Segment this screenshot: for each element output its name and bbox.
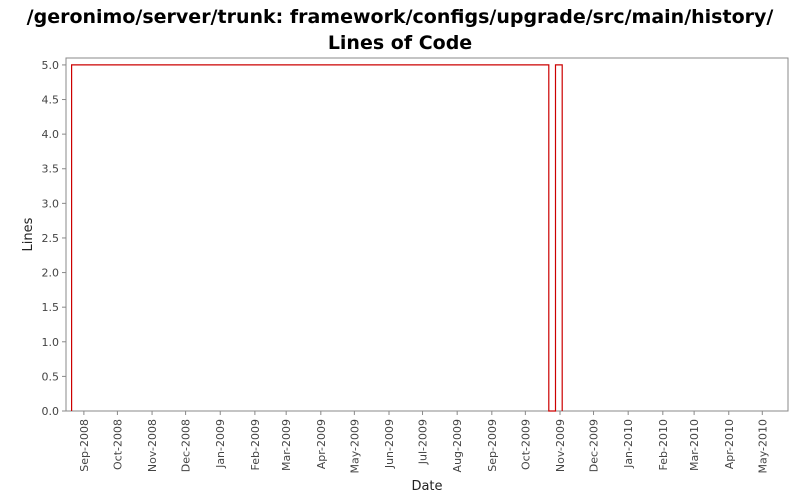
x-tick-label: Jun-2009 <box>383 419 396 469</box>
y-tick-label: 2.5 <box>42 232 60 245</box>
x-tick-label: Apr-2009 <box>315 419 328 469</box>
y-tick-label: 3.0 <box>42 197 60 210</box>
y-tick-label: 1.5 <box>42 301 60 314</box>
x-tick-label: Aug-2009 <box>451 419 464 472</box>
chart-title: /geronimo/server/trunk: framework/config… <box>0 4 800 56</box>
x-tick-label: Dec-2008 <box>180 419 193 472</box>
x-tick-label: Oct-2008 <box>111 419 124 470</box>
y-tick-label: 0.5 <box>42 370 60 383</box>
x-tick-label: Feb-2009 <box>249 419 262 470</box>
x-tick-label: Mar-2009 <box>280 419 293 471</box>
x-tick-label: May-2009 <box>348 419 361 474</box>
y-tick-label: 3.5 <box>42 163 60 176</box>
x-axis: Sep-2008 Oct-2008 Nov-2008 Dec-2008 Jan-2009… <box>78 411 769 474</box>
chart-title-line-1: /geronimo/server/trunk: framework/config… <box>26 6 774 28</box>
x-tick-label: Apr-2010 <box>723 419 736 469</box>
x-tick-label: Nov-2009 <box>554 419 567 472</box>
x-tick-label: Jul-2009 <box>417 419 430 465</box>
x-tick-label: Mar-2010 <box>688 419 701 471</box>
series-layer <box>71 64 563 412</box>
y-tick-label: 1.0 <box>42 336 60 349</box>
x-tick-label: Sep-2009 <box>486 419 499 472</box>
x-tick-label: Sep-2008 <box>78 419 91 472</box>
y-tick-label: 2.0 <box>42 267 60 280</box>
x-tick-label: Oct-2009 <box>519 419 532 470</box>
y-tick-label: 0.0 <box>42 405 60 418</box>
y-axis: 0.0 0.5 1.0 1.5 2.0 2.5 3.0 3.5 4.0 4.5 5.0 <box>42 59 66 418</box>
y-tick-label: 5.0 <box>42 59 60 72</box>
x-tick-label: Nov-2008 <box>146 419 159 472</box>
x-tick-label: Feb-2010 <box>657 419 670 470</box>
series-line <box>71 64 563 412</box>
x-tick-label: Jan-2010 <box>622 419 635 469</box>
y-axis-title: Lines <box>21 217 36 251</box>
y-tick-label: 4.0 <box>42 128 60 141</box>
x-tick-label: May-2010 <box>756 419 769 474</box>
plot-area <box>65 57 789 412</box>
x-tick-label: Dec-2009 <box>588 419 601 472</box>
x-axis-title: Date <box>411 479 442 494</box>
x-tick-label: Jan-2009 <box>214 419 227 469</box>
chart-title-line-2: Lines of Code <box>327 32 473 54</box>
y-tick-label: 4.5 <box>42 94 60 107</box>
